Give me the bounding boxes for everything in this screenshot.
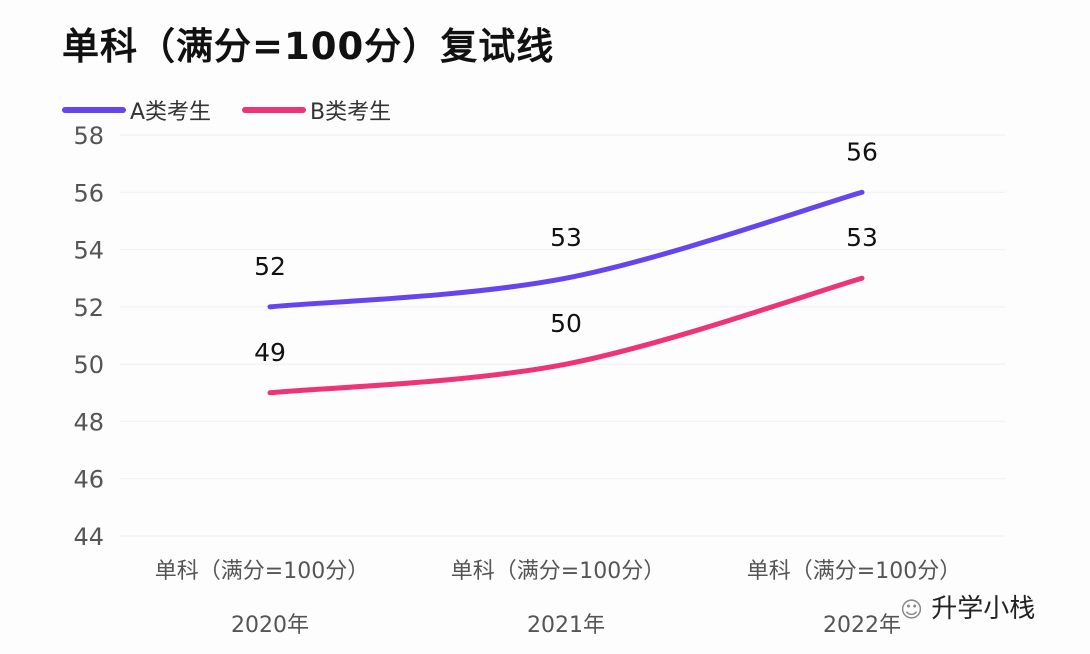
legend-label-a: A类考生 — [130, 100, 212, 125]
y-tick-label: 58 — [73, 122, 104, 150]
x-tick-label: 单科（满分=100分） — [155, 559, 369, 584]
data-label: 50 — [550, 309, 582, 338]
legend-item-b[interactable]: B类考生 — [242, 94, 391, 126]
y-tick-label: 56 — [73, 179, 104, 207]
y-tick-label: 46 — [73, 466, 104, 494]
x-tick-label: 单科（满分=100分） — [747, 559, 961, 584]
legend-swatch-b — [242, 107, 306, 113]
x-tick-group-label: 2022年 — [823, 613, 901, 638]
x-tick-group-label: 2021年 — [527, 613, 605, 638]
data-label: 56 — [846, 137, 878, 166]
y-tick-label: 48 — [73, 408, 104, 436]
series-line-1 — [267, 275, 865, 396]
y-tick-label: 50 — [73, 351, 104, 379]
chart-title: 单科（满分=100分）复试线 — [62, 25, 555, 68]
series-line-0 — [267, 189, 865, 310]
wechat-icon: ☺ — [900, 598, 923, 623]
legend-item-a[interactable]: A类考生 — [62, 94, 211, 126]
y-tick-label: 52 — [73, 294, 104, 322]
data-label: 52 — [254, 252, 286, 281]
legend-label-b: B类考生 — [310, 100, 392, 125]
watermark-text: 升学小栈 — [931, 594, 1036, 624]
watermark: ☺ 升学小栈 — [900, 588, 1035, 625]
data-label: 53 — [846, 223, 878, 252]
legend-swatch-a — [62, 107, 126, 113]
y-tick-label: 54 — [73, 237, 104, 265]
x-tick-group-label: 2020年 — [231, 613, 309, 638]
data-label: 53 — [550, 223, 582, 252]
data-label: 49 — [254, 338, 286, 367]
y-tick-label: 44 — [73, 523, 104, 551]
x-tick-label: 单科（满分=100分） — [451, 559, 665, 584]
